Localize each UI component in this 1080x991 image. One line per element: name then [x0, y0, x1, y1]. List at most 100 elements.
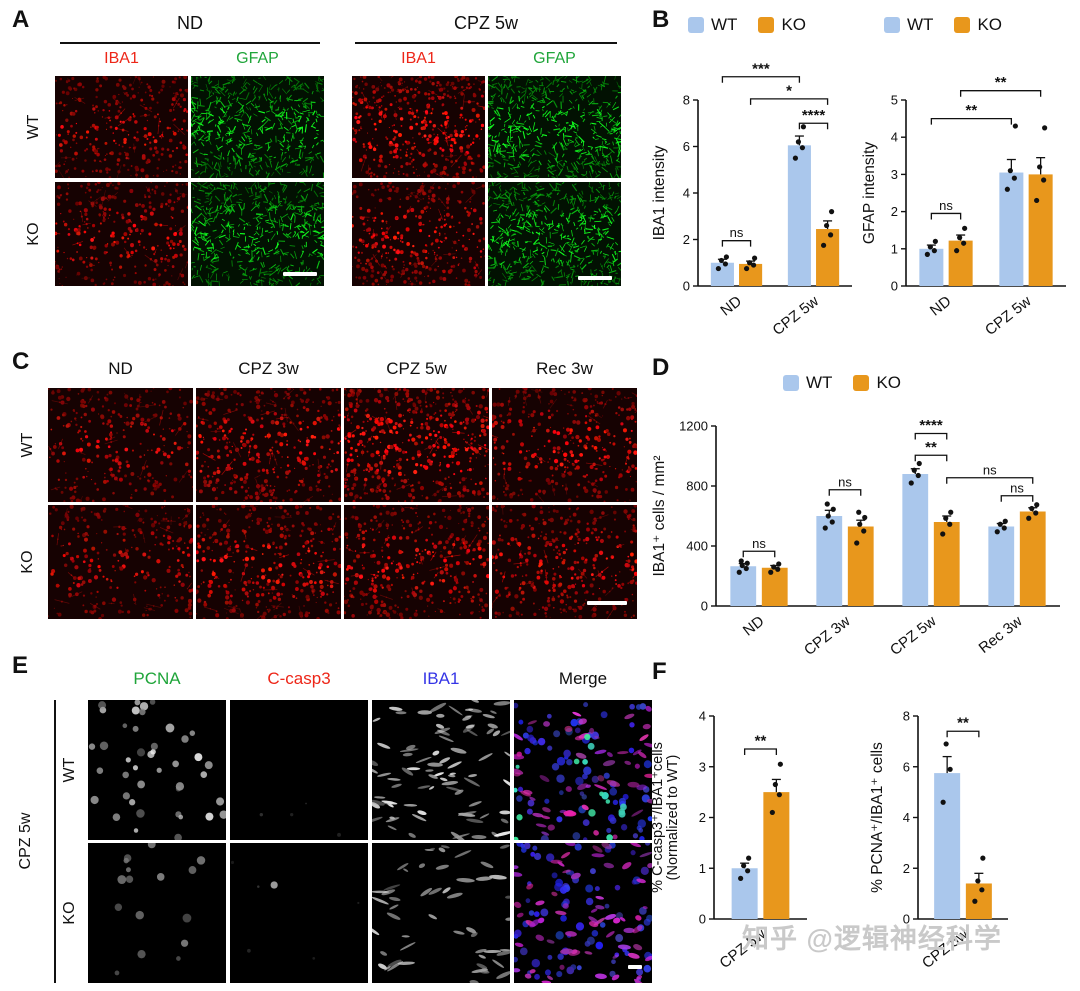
panel-c-col-cpz5w: CPZ 5w: [386, 359, 447, 378]
micrograph-c-wt-rec3w: [492, 388, 637, 502]
svg-text:CPZ 5w: CPZ 5w: [769, 293, 822, 339]
svg-text:CPZ 5w: CPZ 5w: [982, 293, 1035, 339]
micrograph-a-ko-cpz-iba1: [352, 182, 485, 286]
panel-a-row-label-wt: WT: [25, 114, 42, 140]
wt-legend-label: WT: [711, 15, 738, 34]
panel-e-bracket-line: [54, 700, 56, 983]
scale-bar: [578, 276, 612, 280]
svg-text:6: 6: [683, 139, 690, 154]
panel-e-row-label-ko: KO: [61, 901, 78, 925]
panel-f-letter: F: [652, 658, 667, 685]
svg-text:GFAP intensity: GFAP intensity: [861, 142, 878, 244]
micrograph-e-wt-pcna: [88, 700, 226, 840]
panel-e-col-iba1: IBA1: [422, 669, 460, 688]
svg-text:4: 4: [891, 130, 898, 145]
micrograph-c-wt-cpz3w: [196, 388, 341, 502]
iba1-cells-chart: 0 400 800 1200 ns ns ** **** ns ns ND CPZ 3w CPZ 5w R…: [650, 396, 1074, 666]
svg-text:0: 0: [891, 279, 898, 294]
micrograph-e-ko-merge: [514, 843, 652, 983]
iba1-intensity-chart: 0 2 4 6 8 ns **** * *** ND CPZ 5w IBA1 intensity: [650, 44, 860, 346]
micrograph-c-ko-rec3w: [492, 505, 637, 619]
svg-text:***: ***: [752, 60, 770, 77]
channel-label-gfap-nd: GFAP: [236, 50, 279, 67]
micrograph-c-wt-nd: [48, 388, 193, 502]
channel-label-iba1-cpz: IBA1: [401, 50, 436, 67]
scale-bar: [628, 965, 642, 969]
ko-legend-label: KO: [781, 15, 806, 34]
pcna-ratio-chart: 0 2 4 6 8 ** CPZ 5w% PCNA⁺/IBA1⁺ cells: [868, 680, 1076, 985]
legend-b1: WT KO: [688, 15, 806, 35]
micrograph-e-wt-iba1: [372, 700, 510, 840]
micrograph-a-wt-cpz-iba1: [352, 76, 485, 178]
wt-legend-swatch: [783, 375, 799, 391]
scale-bar: [587, 601, 627, 605]
micrograph-c-wt-cpz5w: [344, 388, 489, 502]
panel-a-letter: A: [12, 6, 30, 33]
svg-text:*: *: [786, 82, 792, 99]
ccasp3-ratio-chart: 0 1 2 3 4 ** CPZ 5w% C-casp3⁺/IBA1⁺cells (Norma…: [650, 680, 865, 985]
panel-c-col-cpz3w: CPZ 3w: [238, 359, 299, 378]
panel-e-row-label-wt: WT: [61, 757, 78, 783]
svg-text:**: **: [966, 102, 978, 119]
micrograph-e-ko-ccasp3: [230, 843, 368, 983]
watermark: 知乎 @逻辑神经科学: [742, 924, 1002, 954]
micrograph-a-ko-nd-iba1: [55, 182, 188, 286]
ko-legend-swatch: [758, 17, 775, 33]
panel-e-col-merge: Merge: [558, 669, 608, 688]
ko-legend-swatch: [853, 375, 870, 391]
legend-d: WT KO: [783, 373, 901, 393]
micrograph-e-wt-ccasp3: [230, 700, 368, 840]
channel-label-gfap-cpz: GFAP: [533, 50, 576, 67]
panel-c-col-rec3w: Rec 3w: [536, 359, 593, 378]
panel-e-col-ccasp3: C-casp3: [267, 669, 331, 688]
ko-legend-label: KO: [876, 373, 901, 392]
svg-text:IBA1 intensity: IBA1 intensity: [651, 145, 668, 240]
svg-text:ND: ND: [717, 293, 745, 320]
svg-text:2: 2: [891, 204, 898, 219]
svg-text:**: **: [995, 74, 1007, 91]
micrograph-e-ko-iba1: [372, 843, 510, 983]
svg-text:8: 8: [683, 93, 690, 108]
ko-legend-label: KO: [977, 15, 1002, 34]
micrograph-e-wt-merge: [514, 700, 652, 840]
panel-e-letter: E: [12, 652, 29, 679]
panel-d-letter: D: [652, 354, 670, 381]
panel-a-group-nd: ND: [177, 13, 203, 33]
panel-e-treatment-label: CPZ 5w: [17, 812, 34, 870]
gfap-intensity-chart: 0 1 2 3 4 5 ns ** ** ND CPZ 5w GFAP intensity: [860, 44, 1076, 346]
svg-text:3: 3: [891, 167, 898, 182]
svg-text:0: 0: [683, 279, 690, 294]
micrograph-a-wt-nd-iba1: [55, 76, 188, 178]
panel-c-row-label-wt: WT: [19, 432, 36, 458]
micrograph-e-ko-pcna: [88, 843, 226, 983]
svg-text:ns: ns: [730, 225, 744, 240]
wt-legend-swatch: [688, 17, 704, 33]
legend-b2: WT KO: [884, 15, 1002, 35]
wt-legend-swatch: [884, 17, 900, 33]
micrograph-a-wt-cpz-gfap: [488, 76, 621, 178]
panel-c-row-label-ko: KO: [19, 550, 36, 574]
wt-legend-label: WT: [806, 373, 833, 392]
nd-group-underline: [60, 42, 320, 44]
svg-text:ns: ns: [939, 198, 953, 213]
panel-a-group-cpz: CPZ 5w: [453, 13, 518, 33]
panel-c-col-nd: ND: [108, 359, 133, 378]
micrograph-a-ko-cpz-gfap: [488, 182, 621, 286]
micrograph-c-ko-cpz3w: [196, 505, 341, 619]
svg-text:2: 2: [683, 232, 690, 247]
svg-text:4: 4: [683, 186, 690, 201]
channel-label-iba1-nd: IBA1: [104, 50, 139, 67]
micrograph-a-ko-nd-gfap: [191, 182, 324, 286]
micrograph-c-ko-nd: [48, 505, 193, 619]
svg-text:****: ****: [802, 107, 826, 124]
svg-text:ND: ND: [927, 293, 955, 320]
micrograph-c-ko-cpz5w: [344, 505, 489, 619]
panel-a-row-label-ko: KO: [25, 222, 42, 246]
scale-bar: [283, 272, 317, 276]
micrograph-a-wt-nd-gfap: [191, 76, 324, 178]
panel-e-col-pcna: PCNA: [133, 669, 181, 688]
cpz-group-underline: [355, 42, 617, 44]
wt-legend-label: WT: [907, 15, 934, 34]
svg-text:1: 1: [891, 241, 898, 256]
